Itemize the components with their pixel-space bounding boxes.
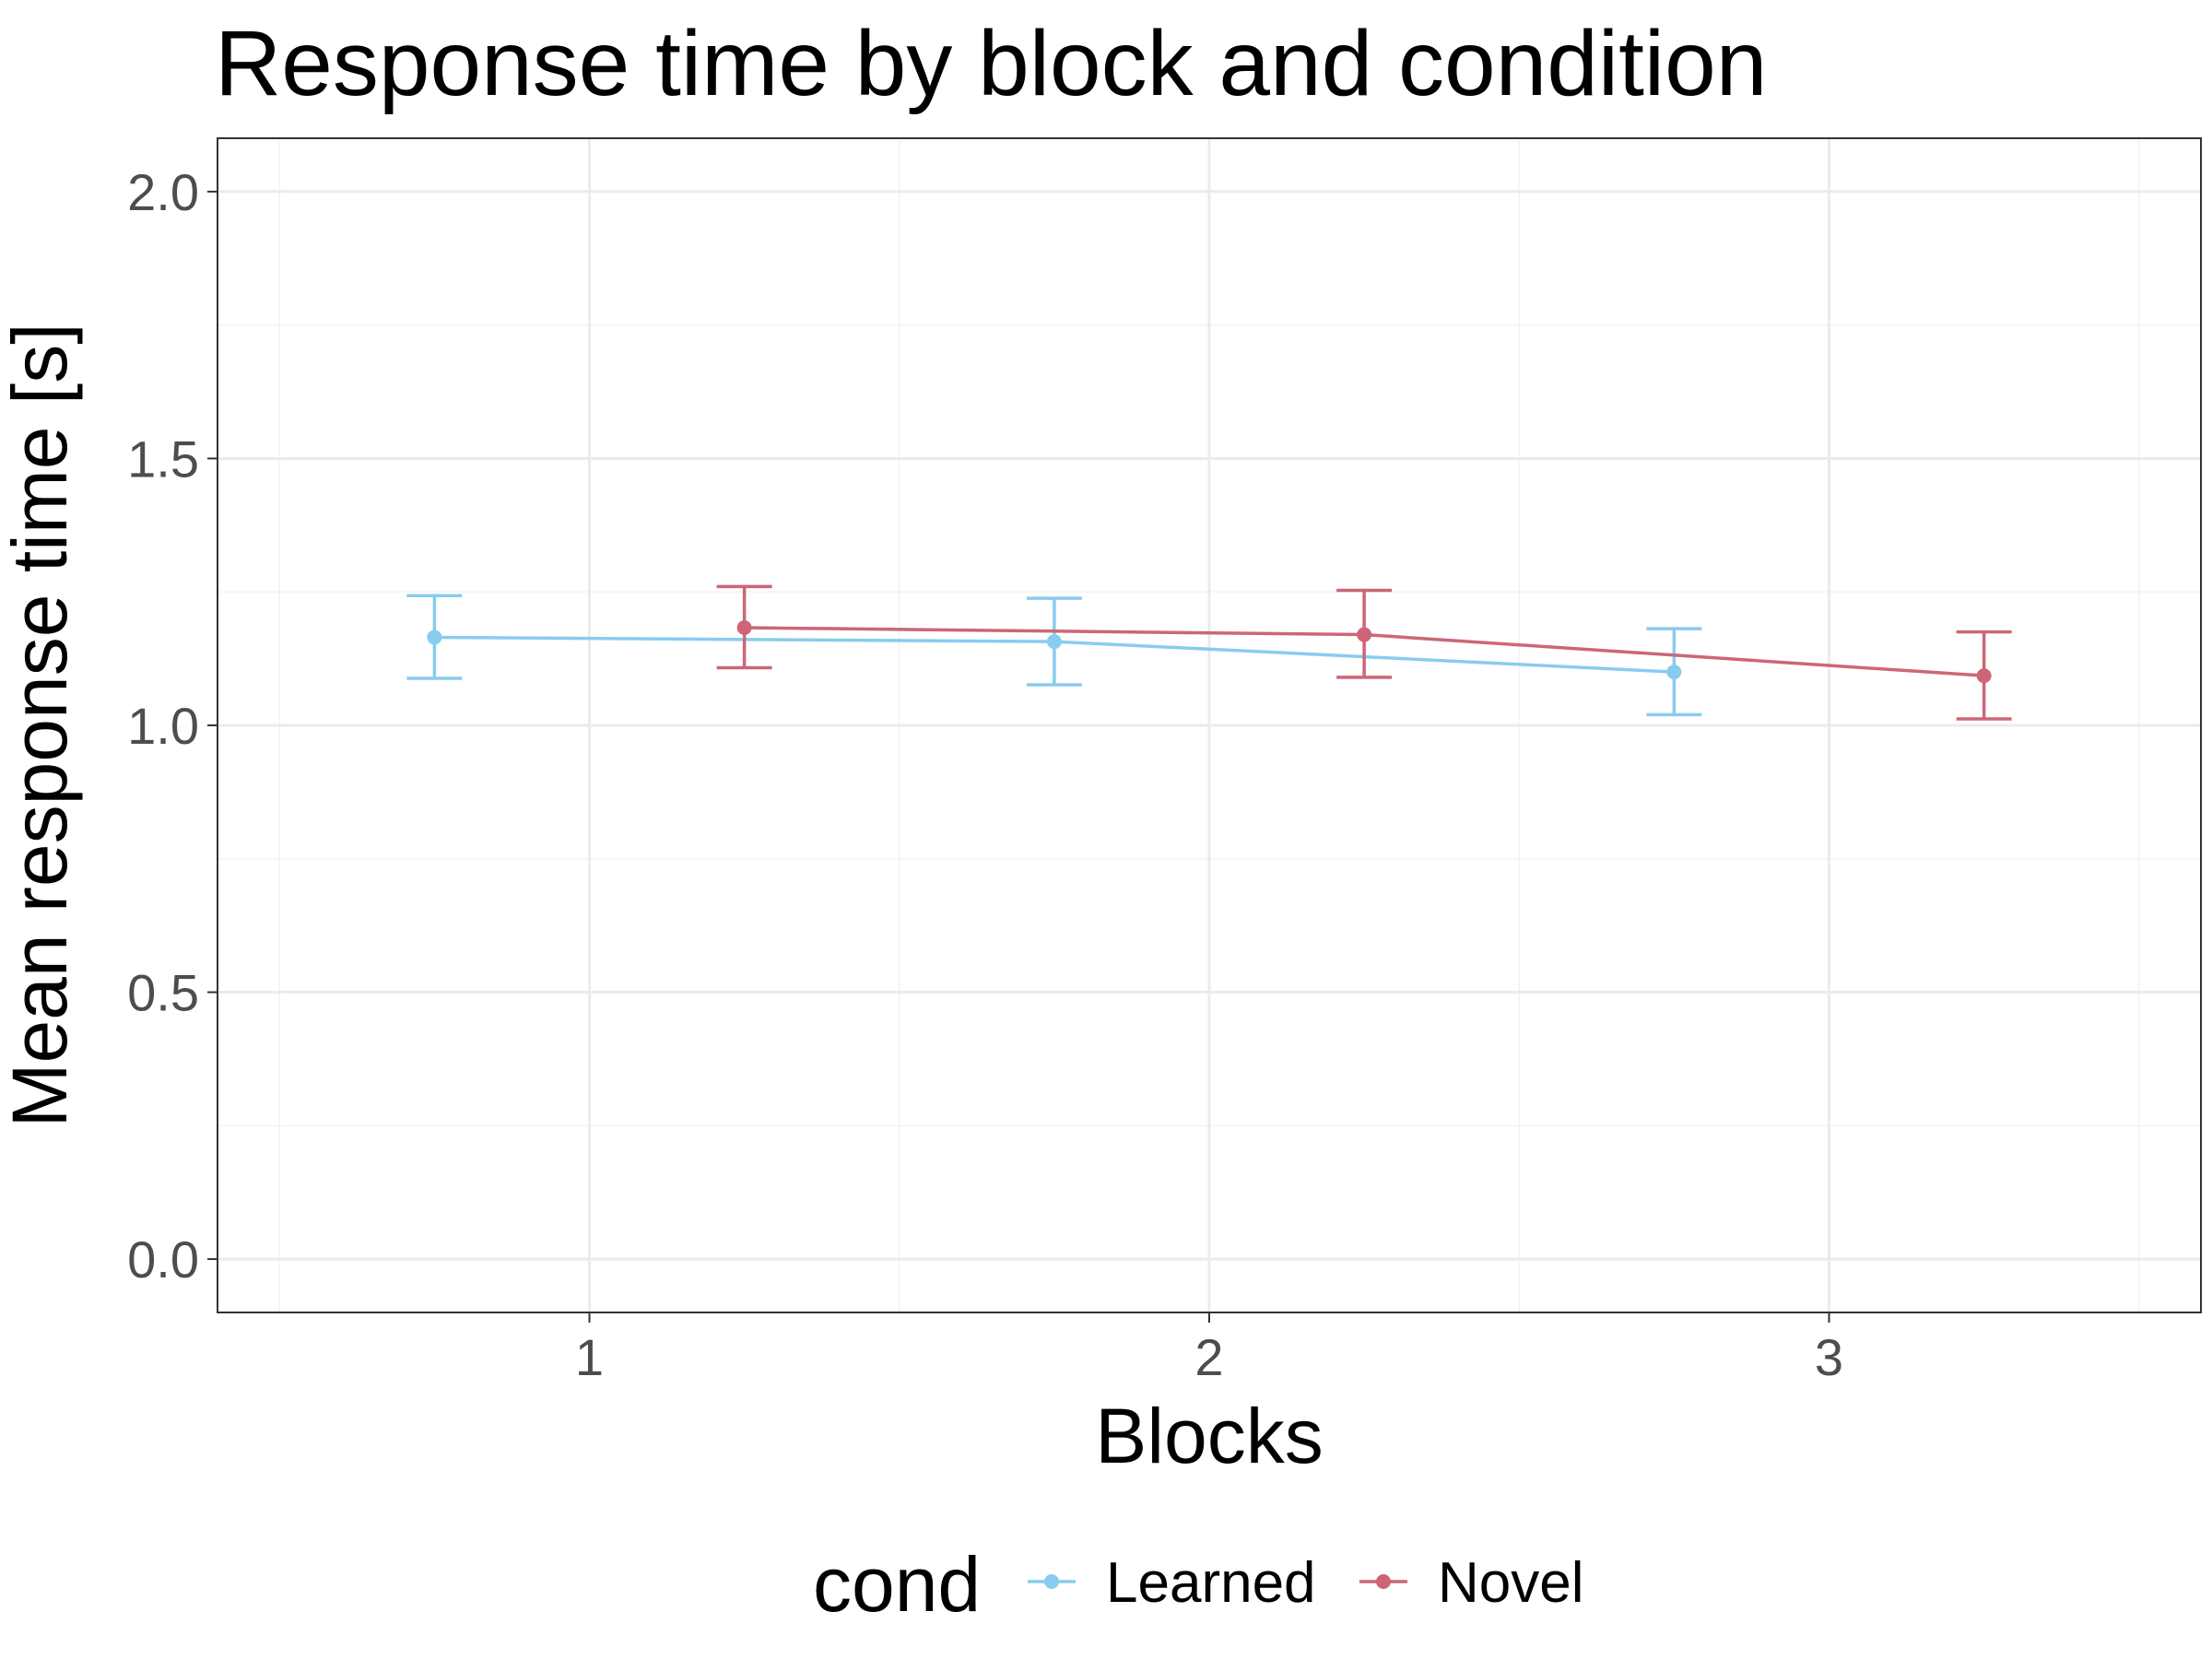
x-axis-title: Blocks xyxy=(1095,1393,1323,1479)
data-point xyxy=(1046,634,1062,650)
data-point xyxy=(1666,665,1682,680)
y-tick-label: 0.0 xyxy=(127,1230,199,1288)
x-axis: 1 2 3 xyxy=(575,1312,1843,1386)
legend-item-learned: Learned xyxy=(1028,1551,1316,1615)
x-tick-label: 2 xyxy=(1194,1328,1223,1386)
y-axis-title: Mean response time [s] xyxy=(0,323,83,1127)
y-tick-label: 1.5 xyxy=(127,429,199,488)
y-tick-label: 1.0 xyxy=(127,697,199,755)
chart-title: Response time by block and condition xyxy=(215,12,1767,115)
grid xyxy=(218,138,2201,1312)
legend-label: Learned xyxy=(1106,1551,1316,1615)
legend-title: cond xyxy=(813,1541,981,1628)
y-axis: 0.0 0.5 1.0 1.5 2.0 xyxy=(127,163,218,1288)
data-point xyxy=(736,620,752,636)
series-layer xyxy=(406,584,2012,721)
data-point xyxy=(1357,627,1372,642)
legend-item-novel: Novel xyxy=(1359,1551,1584,1615)
y-tick-label: 2.0 xyxy=(127,163,199,221)
data-point xyxy=(1976,668,1992,684)
legend: cond Learned Novel xyxy=(813,1541,1584,1628)
legend-point-key xyxy=(1044,1574,1059,1589)
legend-items: Learned Novel xyxy=(1028,1551,1584,1615)
legend-point-key xyxy=(1376,1574,1391,1589)
plot-panel xyxy=(217,137,2202,1313)
x-tick-label: 1 xyxy=(575,1328,604,1386)
series-novel xyxy=(716,584,2012,721)
series-learned xyxy=(406,594,1702,717)
legend-label: Novel xyxy=(1438,1551,1584,1615)
data-point xyxy=(427,629,442,645)
y-tick-label: 0.5 xyxy=(127,964,199,1022)
x-tick-label: 3 xyxy=(1815,1328,1843,1386)
